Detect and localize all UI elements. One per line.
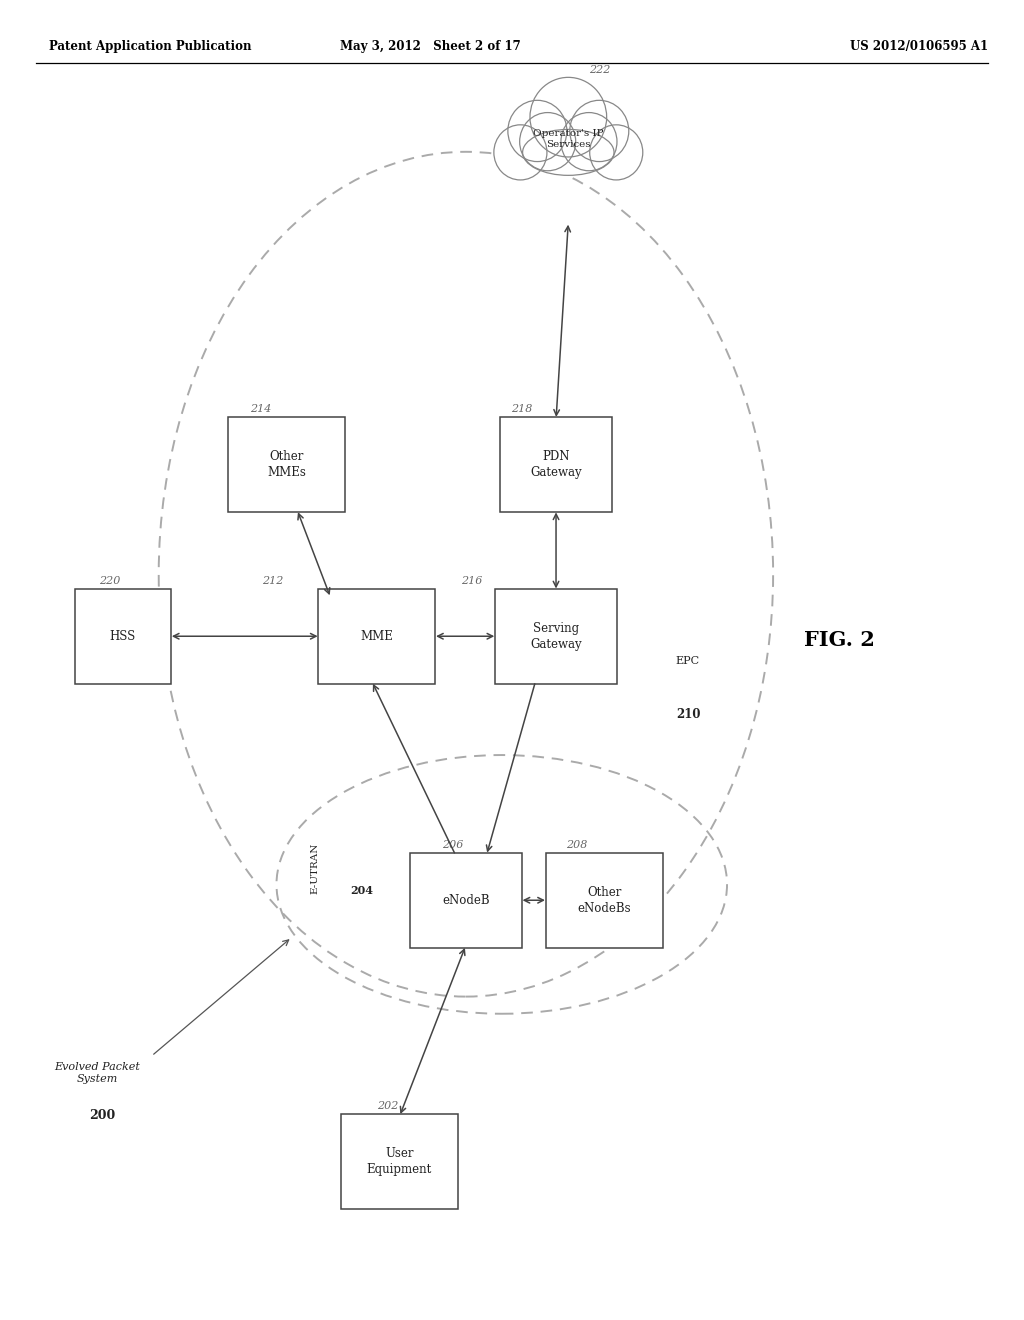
Text: 216: 216 (461, 576, 482, 586)
Text: E-UTRAN: E-UTRAN (311, 843, 319, 894)
Text: 204: 204 (350, 886, 373, 896)
Text: Patent Application Publication: Patent Application Publication (49, 40, 252, 53)
Text: Operator's IP
Services: Operator's IP Services (534, 128, 603, 149)
FancyBboxPatch shape (410, 853, 522, 948)
Text: User
Equipment: User Equipment (367, 1147, 432, 1176)
Text: 208: 208 (566, 840, 588, 850)
FancyBboxPatch shape (228, 417, 345, 512)
Ellipse shape (561, 112, 617, 170)
Text: 218: 218 (511, 404, 532, 414)
Text: EPC: EPC (676, 656, 700, 667)
Text: 210: 210 (676, 708, 700, 721)
FancyBboxPatch shape (341, 1114, 458, 1209)
Ellipse shape (519, 112, 575, 170)
Text: Evolved Packet
System: Evolved Packet System (54, 1063, 140, 1084)
Ellipse shape (590, 125, 643, 180)
Ellipse shape (508, 100, 567, 161)
Ellipse shape (494, 125, 547, 180)
Text: Serving
Gateway: Serving Gateway (530, 622, 582, 651)
Text: May 3, 2012   Sheet 2 of 17: May 3, 2012 Sheet 2 of 17 (340, 40, 520, 53)
Text: 220: 220 (99, 576, 121, 586)
Text: PDN
Gateway: PDN Gateway (530, 450, 582, 479)
Text: eNodeB: eNodeB (442, 894, 489, 907)
Text: 202: 202 (377, 1101, 398, 1111)
FancyBboxPatch shape (318, 589, 435, 684)
Ellipse shape (569, 100, 629, 161)
Ellipse shape (522, 129, 614, 176)
Text: 214: 214 (250, 404, 271, 414)
Text: 212: 212 (262, 576, 284, 586)
Text: 206: 206 (442, 840, 464, 850)
FancyBboxPatch shape (501, 417, 612, 512)
FancyBboxPatch shape (546, 853, 663, 948)
Ellipse shape (530, 78, 606, 157)
Text: HSS: HSS (110, 630, 136, 643)
Text: MME: MME (360, 630, 393, 643)
Text: FIG. 2: FIG. 2 (804, 630, 876, 651)
Text: 200: 200 (89, 1109, 116, 1122)
Text: US 2012/0106595 A1: US 2012/0106595 A1 (850, 40, 988, 53)
Text: Other
MMEs: Other MMEs (267, 450, 306, 479)
FancyBboxPatch shape (496, 589, 616, 684)
Text: Other
eNodeBs: Other eNodeBs (578, 886, 631, 915)
Text: 222: 222 (589, 65, 610, 75)
FancyBboxPatch shape (75, 589, 171, 684)
